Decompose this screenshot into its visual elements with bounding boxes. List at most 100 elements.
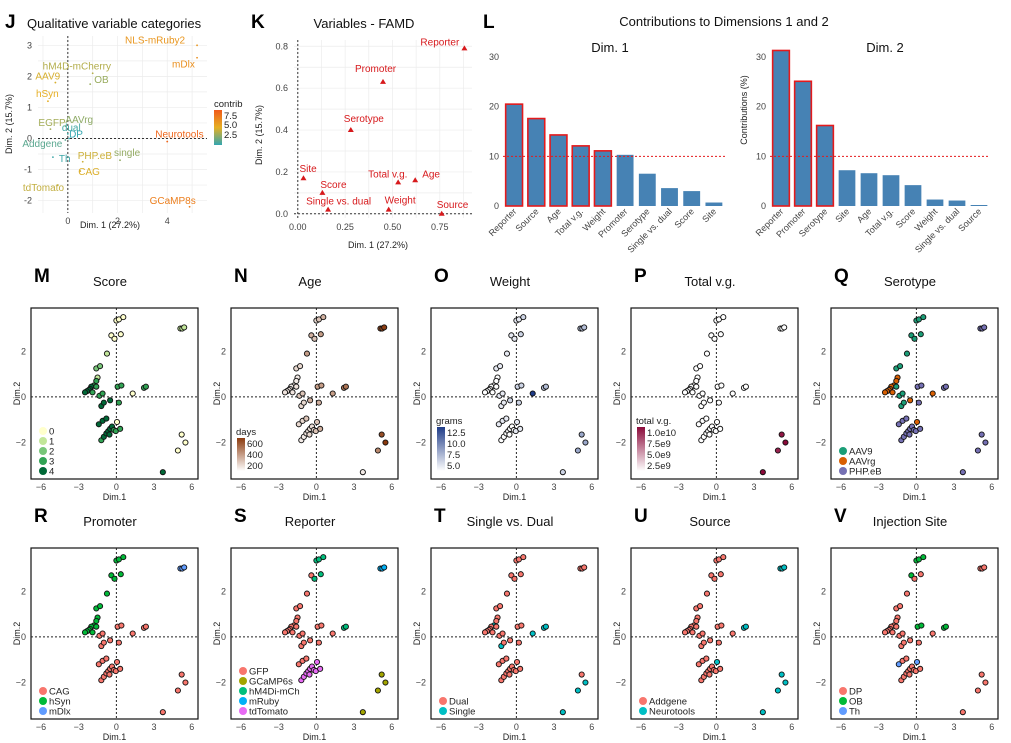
- individual-point: [693, 377, 700, 385]
- individual-point: [703, 590, 711, 597]
- panel-k-variables-famd: K Variables - FAMD 0.00 0.25 0.50 0.750.00.…: [251, 12, 472, 250]
- legend-swatch: [39, 437, 47, 445]
- category-point: [89, 83, 92, 86]
- individual-point: [181, 324, 188, 331]
- legend-label: AAVrg: [849, 457, 875, 468]
- y-tick-label: 2: [821, 346, 826, 356]
- legend-label: 4: [49, 467, 54, 478]
- category-label: Neurotools: [155, 130, 203, 141]
- individual-point: [506, 671, 513, 678]
- y-tick-label: 0: [621, 392, 626, 402]
- y-tick-label: 2: [221, 346, 226, 356]
- variable-label: Promoter: [355, 64, 397, 75]
- individual-point: [311, 335, 318, 342]
- individual-point: [974, 687, 981, 694]
- legend-label: Addgene: [649, 697, 687, 708]
- category-point: [196, 56, 198, 59]
- individual-point: [293, 383, 300, 390]
- legend-swatch: [39, 467, 47, 475]
- panel-j-ylabel: Dim. 2 (15.7%): [4, 94, 14, 154]
- individual-point: [95, 661, 102, 668]
- individual-point: [959, 709, 966, 716]
- x-tick-label: 0: [914, 482, 919, 492]
- individual-point: [359, 709, 366, 716]
- category-point: [49, 128, 52, 131]
- individual-point: [99, 390, 106, 397]
- x-tick-label: 0: [114, 722, 119, 732]
- individual-point: [518, 382, 525, 389]
- x-tick-label: 3: [352, 722, 357, 732]
- individual-point: [511, 575, 518, 582]
- individual-point: [713, 658, 721, 666]
- individual-point: [93, 383, 100, 390]
- individual-point: [742, 623, 749, 630]
- y-tick-label: -1: [24, 165, 32, 175]
- legend-swatch: [39, 697, 47, 705]
- individual-point: [915, 399, 922, 406]
- category-point: [64, 139, 67, 141]
- category-label: EGFP: [38, 118, 66, 129]
- x-tick-label: −6: [636, 482, 646, 492]
- individual-point: [906, 431, 913, 438]
- individual-point: [311, 575, 318, 582]
- individual-point: [103, 655, 110, 662]
- variable-label: Score: [320, 180, 347, 191]
- panel-letter-j: J: [5, 12, 16, 33]
- individual-point: [481, 629, 489, 636]
- y-tick-label: 2: [421, 346, 426, 356]
- panel-title: Injection Site: [873, 514, 947, 529]
- individual-point: [729, 390, 736, 397]
- individual-point: [717, 331, 724, 338]
- individual-point: [893, 383, 900, 390]
- panel-title: Score: [93, 274, 127, 289]
- individual-point: [281, 629, 289, 636]
- x-tick-label: 0: [314, 482, 319, 492]
- y-tick-label: 2: [821, 586, 826, 596]
- individual-point: [142, 383, 149, 390]
- panel-letter-l: L: [483, 12, 495, 33]
- panel-j-title: Qualitative variable categories: [27, 16, 202, 31]
- individual-point: [342, 383, 349, 390]
- y-tick-label: 0: [221, 632, 226, 642]
- legend-tick-label: 12.5: [447, 428, 466, 439]
- individual-point: [306, 431, 313, 438]
- individual-point: [942, 383, 949, 390]
- legend-swatch: [39, 427, 47, 435]
- individual-point: [703, 415, 710, 422]
- individual-point: [495, 661, 502, 668]
- individual-point: [778, 671, 785, 678]
- individual-point: [781, 324, 788, 331]
- individual-point: [918, 622, 925, 629]
- individual-point: [107, 637, 114, 644]
- individual-point: [129, 390, 136, 397]
- y-tick-label: 2: [221, 586, 226, 596]
- x-tick-label: 0: [65, 216, 70, 226]
- bar-category-label: Source: [956, 206, 983, 233]
- category-label: dual: [62, 123, 81, 134]
- y-tick-label: 0.0: [275, 209, 288, 219]
- y-tick-label: 0.6: [275, 83, 288, 93]
- y-tick-label: 2: [21, 586, 26, 596]
- individual-point: [315, 639, 322, 646]
- x-tick-label: −3: [274, 482, 284, 492]
- category-label: AAV9: [35, 72, 60, 83]
- panel-j-legend-title: contrib: [214, 99, 243, 110]
- individual-point: [306, 671, 313, 678]
- x-tick-label: −3: [874, 722, 884, 732]
- individual-point: [111, 335, 118, 342]
- individual-point: [289, 629, 296, 636]
- y-tick-label: 0: [761, 201, 766, 211]
- y-axis-label: Dim.2: [812, 382, 822, 406]
- individual-point: [542, 383, 549, 390]
- individual-point: [515, 639, 522, 646]
- y-axis-label: Dim.2: [412, 382, 422, 406]
- legend-swatch: [639, 707, 647, 715]
- x-tick-label: 3: [552, 722, 557, 732]
- y-tick-label: 0: [21, 632, 26, 642]
- individual-point: [542, 623, 549, 630]
- legend-tick-label: 10.0: [447, 439, 466, 450]
- y-tick-label: −2: [216, 438, 226, 448]
- panel-q-serotype: Q Serotype −6 −3 0 3 6 −2 0 2 Dim.1 Dim.2 AAV9AAVrgP…: [812, 266, 999, 502]
- individual-point: [689, 629, 696, 636]
- individual-point: [381, 564, 388, 571]
